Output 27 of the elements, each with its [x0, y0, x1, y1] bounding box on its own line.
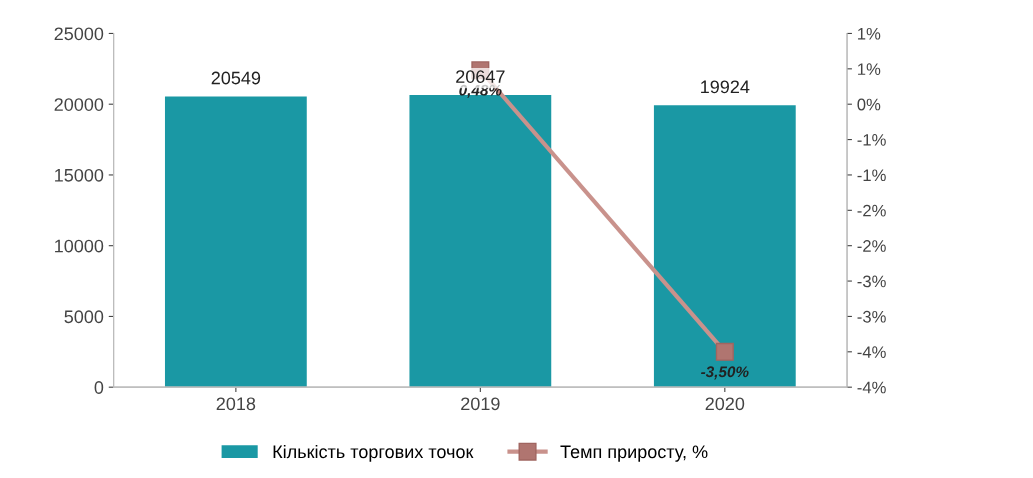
y2-tick-label: 1% — [858, 27, 881, 40]
y-tick-label: 25000 — [54, 27, 104, 41]
y2-tick-label: -3% — [857, 275, 886, 288]
data-label: 0,48% — [459, 84, 502, 98]
y-tick-label: 0 — [94, 381, 104, 394]
y2-tick-label: 1% — [858, 63, 881, 75]
y-tick-label: 5000 — [64, 310, 104, 324]
x-tick-label: 2018 — [216, 397, 256, 411]
y2-tick-label: -1% — [857, 169, 886, 182]
y2-tick-label: 0% — [857, 98, 881, 111]
data-label: 20647 — [456, 70, 505, 83]
y2-tick-label: -2% — [857, 204, 886, 217]
legend-label: Кількість торгових точок — [273, 444, 474, 462]
y-tick-label: 20000 — [54, 98, 104, 111]
data-label: 19924 — [701, 80, 750, 94]
y-tick-label: 10000 — [55, 239, 104, 253]
y2-tick-label: -4% — [857, 346, 886, 358]
data-label: -3,50% — [701, 366, 749, 380]
y-tick-label: 15000 — [55, 168, 104, 182]
y2-tick-label: -3% — [857, 310, 886, 323]
x-tick-label: 2020 — [705, 397, 745, 411]
legend-label: Темп приросту, % — [560, 445, 708, 462]
y2-tick-label: -4% — [857, 381, 886, 394]
y2-tick-label: -2% — [857, 240, 886, 252]
x-tick-label: 2019 — [461, 397, 500, 411]
data-label: 20549 — [211, 71, 261, 85]
y2-tick-label: -1% — [857, 134, 886, 146]
